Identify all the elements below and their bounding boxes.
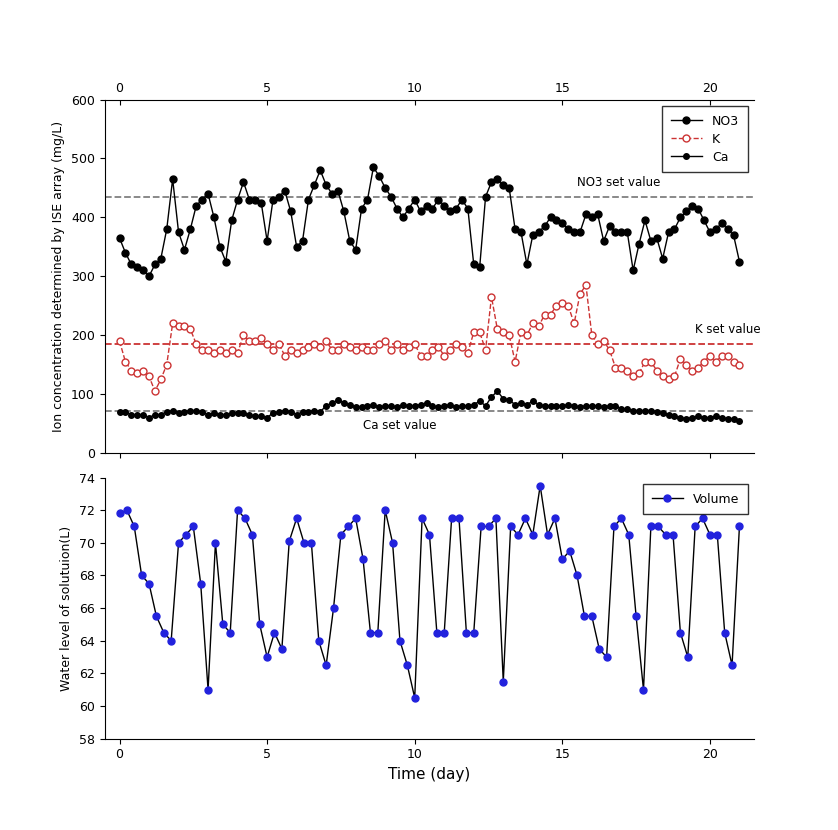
Volume <box>432 627 442 637</box>
Ca <box>658 408 668 417</box>
Legend: NO3, K, Ca: NO3, K, Ca <box>662 106 748 173</box>
Y-axis label: Water level of solutuion(L): Water level of solutuion(L) <box>60 525 74 691</box>
K <box>734 359 744 369</box>
Ca <box>546 401 556 411</box>
NO3 <box>132 262 142 272</box>
NO3 <box>115 233 125 243</box>
Volume <box>535 481 546 491</box>
K <box>150 386 160 396</box>
K <box>486 292 496 302</box>
Line: Ca: Ca <box>116 388 742 423</box>
Volume <box>218 619 228 629</box>
Ca <box>474 396 484 406</box>
Ca <box>115 407 125 417</box>
Volume <box>299 538 309 548</box>
Ca <box>480 401 490 411</box>
NO3 <box>664 227 674 237</box>
Text: Ca set value: Ca set value <box>363 419 437 432</box>
NO3 <box>144 271 154 281</box>
NO3 <box>369 163 379 173</box>
Line: K: K <box>116 281 743 394</box>
Ca <box>522 400 532 410</box>
Volume <box>410 693 420 703</box>
X-axis label: Time (day): Time (day) <box>388 767 471 782</box>
Y-axis label: Ion concentration determined by ISE array (mg/L): Ion concentration determined by ISE arra… <box>53 120 65 432</box>
Volume <box>307 538 317 548</box>
NO3 <box>734 256 744 266</box>
Text: NO3 set value: NO3 set value <box>577 176 660 189</box>
Line: NO3: NO3 <box>116 164 743 280</box>
K <box>581 281 591 290</box>
K <box>546 310 556 320</box>
NO3 <box>493 174 503 184</box>
Text: K set value: K set value <box>696 324 761 336</box>
Ca <box>493 386 503 396</box>
NO3 <box>551 215 561 225</box>
Ca <box>132 410 142 420</box>
K <box>115 336 125 346</box>
K <box>480 345 490 355</box>
Volume <box>712 530 722 540</box>
Ca <box>734 416 744 426</box>
K <box>522 330 532 340</box>
Legend: Volume: Volume <box>643 484 748 515</box>
Volume <box>328 603 339 613</box>
K <box>664 374 674 384</box>
NO3 <box>528 230 538 240</box>
Volume <box>115 509 125 519</box>
Line: Volume: Volume <box>116 482 743 701</box>
NO3 <box>486 177 496 187</box>
K <box>132 369 142 378</box>
Volume <box>734 521 744 531</box>
